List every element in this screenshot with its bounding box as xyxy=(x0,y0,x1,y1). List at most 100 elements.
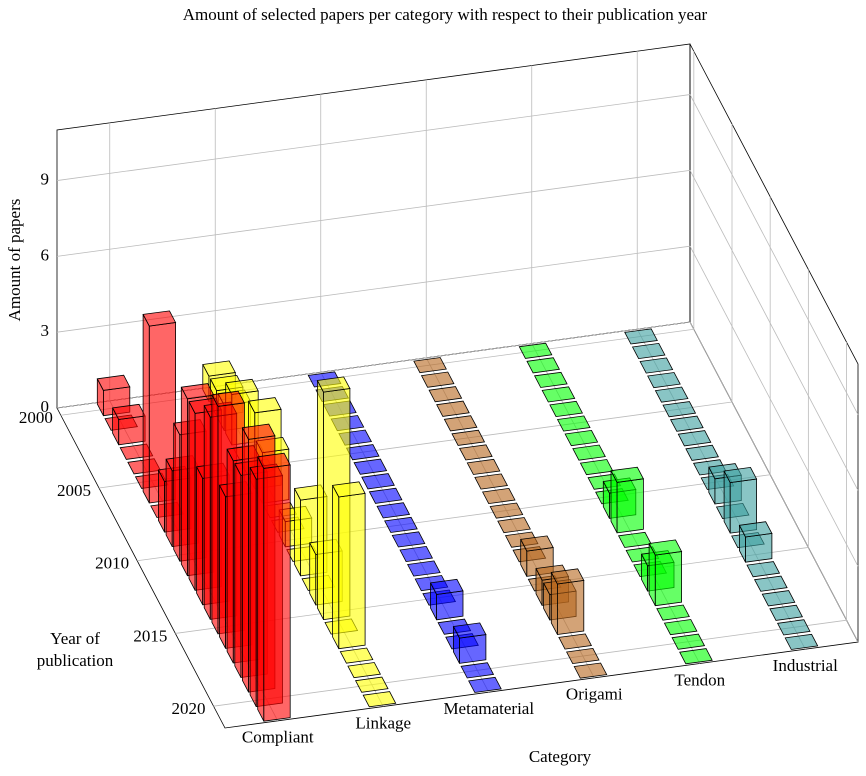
bar-top xyxy=(558,633,593,650)
bar-top xyxy=(556,415,591,432)
bar-top xyxy=(541,386,576,403)
bar-top xyxy=(550,568,585,585)
bar-left xyxy=(211,394,219,635)
bar-front xyxy=(557,579,585,635)
bar-left xyxy=(188,401,196,591)
grid-line xyxy=(689,94,859,415)
bar-top xyxy=(406,560,441,577)
bar-front xyxy=(338,492,366,650)
bar-top xyxy=(497,517,531,534)
bar-top xyxy=(347,662,382,679)
bar-top xyxy=(624,328,658,345)
bar-top xyxy=(617,531,652,548)
bar-top xyxy=(257,452,291,469)
bar-left xyxy=(203,405,211,620)
x-tick-label: Compliant xyxy=(242,728,314,747)
z-axis-label: Amount of papers xyxy=(5,199,24,322)
bar-left xyxy=(196,466,204,605)
bar-left xyxy=(180,387,188,576)
bar-top xyxy=(458,444,493,461)
bar-front xyxy=(436,590,464,621)
bar-top xyxy=(776,619,811,636)
y-tick-label: 2000 xyxy=(19,408,53,427)
bar-top xyxy=(761,590,796,607)
bar-left xyxy=(332,485,340,649)
bar-top xyxy=(211,390,246,407)
bar-top xyxy=(399,545,434,563)
grid-line xyxy=(689,321,859,643)
bar-top xyxy=(481,487,516,505)
bar-top xyxy=(647,372,681,389)
bar-top xyxy=(518,342,553,359)
bar-top xyxy=(96,374,131,391)
bar-top xyxy=(376,502,411,519)
bar-top xyxy=(579,459,614,476)
grid-line xyxy=(56,169,691,257)
z-tick-label: 3 xyxy=(41,321,50,340)
y-axis-label: Year of publication xyxy=(36,629,114,670)
bar-left xyxy=(241,427,249,693)
bar-top xyxy=(460,662,495,679)
bar-front xyxy=(459,634,487,664)
bar-top xyxy=(784,633,819,650)
x-axis-label: Category xyxy=(529,747,592,766)
bar-top xyxy=(202,360,236,377)
bar-top xyxy=(345,444,380,461)
chart-title: Amount of selected papers per category w… xyxy=(183,5,708,24)
bar-top xyxy=(420,371,455,388)
bar-left xyxy=(142,314,150,504)
x-tick-label: Tendon xyxy=(674,670,725,689)
bar-top xyxy=(362,691,397,708)
bar-top xyxy=(142,310,177,327)
bar-left xyxy=(249,467,257,707)
bar-top xyxy=(428,386,463,403)
y-tick-label: 2010 xyxy=(95,554,129,573)
y-tick-label: 2015 xyxy=(133,626,167,645)
bar-top xyxy=(331,481,366,498)
bar-top xyxy=(368,487,403,504)
bar-top xyxy=(316,376,351,393)
bar-top xyxy=(654,386,689,403)
bar-top xyxy=(413,357,447,374)
bar-top xyxy=(354,676,389,693)
bar-top xyxy=(663,619,698,636)
bar-top xyxy=(241,423,276,440)
bar-top xyxy=(679,648,713,665)
bar-top xyxy=(452,622,487,639)
bar-top xyxy=(573,662,608,679)
x-tick-label: Metamaterial xyxy=(443,699,534,718)
y-tick-label: 2005 xyxy=(57,481,91,500)
bar-top xyxy=(656,604,690,621)
bar-top xyxy=(662,401,697,418)
bar-top xyxy=(631,342,666,360)
bar-top xyxy=(610,466,645,483)
z-tick-label: 9 xyxy=(41,169,50,188)
bar-front xyxy=(745,532,773,563)
bar-top xyxy=(225,378,259,395)
x-tick-label: Origami xyxy=(566,685,623,704)
bar-top xyxy=(723,466,758,484)
bar-top xyxy=(353,458,388,475)
bar-top xyxy=(339,647,374,664)
bar-top xyxy=(746,561,781,578)
bar-top xyxy=(565,647,600,665)
bar-left xyxy=(226,449,234,664)
bar-top xyxy=(769,604,804,621)
bar-left xyxy=(173,423,181,562)
grid-line xyxy=(213,619,847,707)
z-tick-label: 6 xyxy=(41,245,50,264)
bar-left xyxy=(316,380,324,620)
grid-line xyxy=(689,170,859,491)
bar-top xyxy=(671,633,706,650)
bar-top xyxy=(685,444,720,461)
bar-top xyxy=(639,357,674,374)
grid-line xyxy=(689,245,859,567)
bar-top xyxy=(436,400,470,417)
bar-top xyxy=(391,531,426,548)
bar-front xyxy=(616,478,644,534)
bar-top xyxy=(533,371,568,388)
bar-top xyxy=(429,578,464,595)
bar-left xyxy=(234,463,242,678)
bar-left xyxy=(165,459,173,547)
